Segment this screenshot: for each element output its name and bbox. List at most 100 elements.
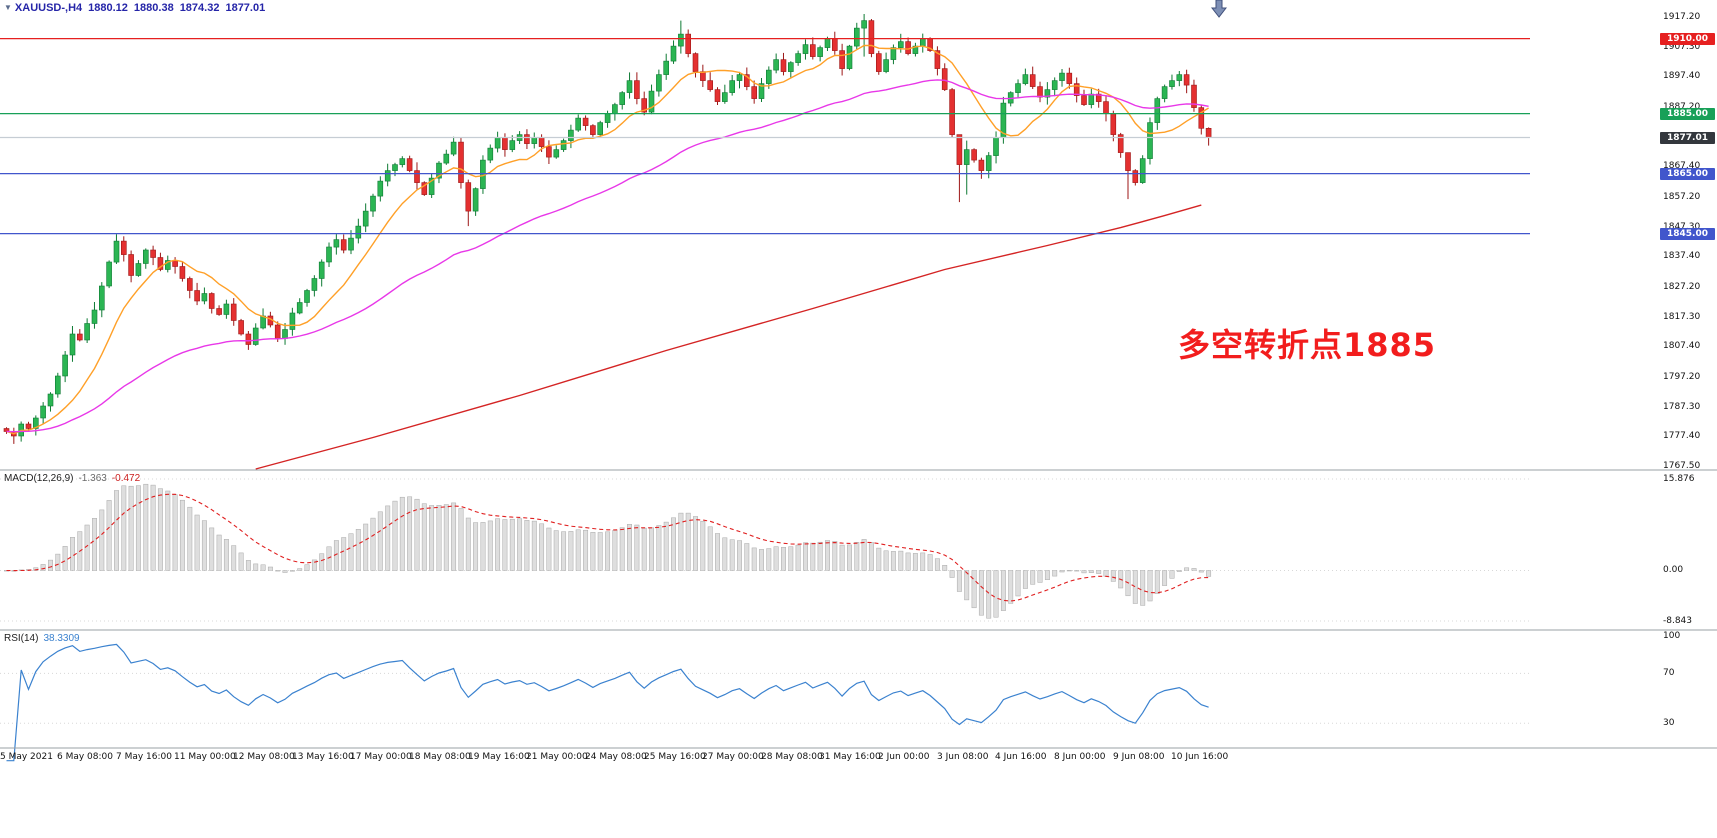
macd-histogram-bar bbox=[839, 544, 845, 571]
macd-histogram-bar bbox=[407, 496, 413, 571]
down-arrow-marker-icon[interactable] bbox=[1211, 0, 1227, 18]
macd-histogram-bar bbox=[986, 570, 992, 619]
candle-body bbox=[590, 125, 596, 135]
macd-histogram-bar bbox=[700, 520, 706, 571]
macd-histogram-bar bbox=[942, 565, 948, 571]
candle-body bbox=[245, 333, 252, 345]
candle-body bbox=[919, 38, 926, 47]
candle-body bbox=[208, 293, 215, 309]
candle-body bbox=[721, 92, 728, 102]
macd-histogram-bar bbox=[531, 520, 537, 571]
macd-histogram-bar bbox=[1022, 570, 1028, 589]
candle-body bbox=[282, 329, 288, 339]
time-tick: 8 Jun 00:00 bbox=[1054, 752, 1106, 762]
macd-histogram-bar bbox=[114, 490, 119, 571]
candle-body bbox=[274, 324, 281, 339]
macd-name: MACD(12,26,9) bbox=[4, 473, 74, 484]
macd-histogram-bar bbox=[641, 527, 647, 571]
macd-histogram-bar bbox=[737, 540, 742, 571]
macd-histogram-bar bbox=[715, 533, 720, 571]
rsi-scale-tick: 30 bbox=[1663, 718, 1675, 728]
macd-scale-tick: 0.00 bbox=[1663, 565, 1684, 575]
price-tick: 1817.30 bbox=[1663, 312, 1701, 322]
macd-histogram-bar bbox=[546, 527, 552, 571]
price-tick: 1807.40 bbox=[1663, 341, 1701, 351]
macd-histogram-bar bbox=[971, 570, 977, 609]
macd-histogram-bar bbox=[729, 539, 735, 571]
macd-histogram-bar bbox=[781, 547, 786, 571]
macd-histogram-bar bbox=[223, 539, 229, 571]
candle-body bbox=[1169, 80, 1175, 87]
rsi-scale-tick: 70 bbox=[1663, 668, 1675, 678]
candle-body bbox=[568, 129, 574, 141]
candle-body bbox=[384, 170, 391, 182]
candle-body bbox=[289, 312, 296, 330]
candle-body bbox=[1205, 128, 1212, 138]
time-tick: 3 Jun 08:00 bbox=[937, 752, 989, 762]
candle-body bbox=[949, 89, 955, 135]
rsi-indicator-label: RSI(14) 38.3309 bbox=[4, 633, 80, 644]
candle-body bbox=[1044, 89, 1051, 98]
candle-body bbox=[670, 45, 677, 62]
macd-histogram-bar bbox=[209, 527, 215, 571]
macd-histogram-bar bbox=[1103, 570, 1109, 577]
candle-body bbox=[187, 278, 193, 291]
candle-body bbox=[758, 83, 765, 99]
time-tick: 25 May 16:00 bbox=[644, 752, 706, 762]
macd-histogram-bar bbox=[436, 505, 442, 571]
candle-body bbox=[179, 266, 186, 279]
macd-histogram-bar bbox=[524, 520, 530, 571]
macd-histogram-bar bbox=[912, 553, 918, 571]
time-tick: 5 May 2021 bbox=[0, 752, 53, 762]
candle-body bbox=[934, 50, 941, 69]
candle-body bbox=[502, 137, 508, 150]
candle-body bbox=[707, 80, 714, 90]
time-tick: 18 May 08:00 bbox=[409, 752, 471, 762]
macd-histogram-bar bbox=[707, 526, 713, 571]
macd-histogram-bar bbox=[245, 560, 251, 571]
macd-histogram-bar bbox=[253, 563, 259, 571]
macd-histogram-bar bbox=[84, 524, 90, 571]
time-tick: 28 May 08:00 bbox=[761, 752, 823, 762]
macd-histogram-bar bbox=[1030, 570, 1036, 585]
macd-histogram-bar bbox=[1088, 570, 1094, 573]
macd-histogram-bar bbox=[663, 521, 669, 571]
candle-body bbox=[1132, 170, 1139, 183]
macd-histogram-bar bbox=[876, 547, 882, 571]
macd-histogram-bar bbox=[275, 570, 281, 572]
macd-histogram-bar bbox=[48, 559, 53, 571]
candle-body bbox=[443, 153, 450, 164]
macd-histogram-bar bbox=[377, 511, 383, 571]
candle-body bbox=[494, 137, 501, 149]
macd-histogram-bar bbox=[619, 527, 625, 571]
candle-body bbox=[223, 303, 230, 315]
candle-body bbox=[318, 261, 325, 279]
candle-body bbox=[714, 89, 721, 102]
candle-body bbox=[121, 240, 127, 255]
candle-body bbox=[751, 86, 758, 99]
candle-body bbox=[150, 249, 156, 258]
macd-histogram-bar bbox=[135, 485, 141, 571]
chart-text-annotation[interactable]: 多空转折点1885 bbox=[1178, 326, 1437, 364]
macd-histogram-bar bbox=[693, 516, 698, 571]
macd-histogram-bar bbox=[803, 542, 808, 571]
candle-body bbox=[201, 293, 208, 302]
price-tick: 1907.30 bbox=[1663, 42, 1701, 52]
ohlc-high: 1880.38 bbox=[133, 2, 174, 14]
macd-histogram-bar bbox=[392, 500, 398, 571]
macd-scale-tick: 15.876 bbox=[1663, 474, 1695, 484]
price-tick: 1797.20 bbox=[1663, 372, 1701, 382]
candle-body bbox=[472, 188, 479, 212]
candle-body bbox=[1139, 158, 1146, 183]
time-tick: 31 May 16:00 bbox=[819, 752, 881, 762]
macd-histogram-bar bbox=[883, 550, 889, 571]
candle-body bbox=[326, 246, 332, 263]
time-tick: 9 Jun 08:00 bbox=[1113, 752, 1165, 762]
price-tick: 1867.40 bbox=[1663, 161, 1701, 171]
candle-body bbox=[839, 50, 845, 69]
price-badge-1865.00: 1865.00 bbox=[1660, 168, 1715, 180]
macd-histogram-bar bbox=[817, 541, 823, 571]
rsi-value: 38.3309 bbox=[43, 633, 80, 644]
candle-body bbox=[172, 260, 178, 267]
